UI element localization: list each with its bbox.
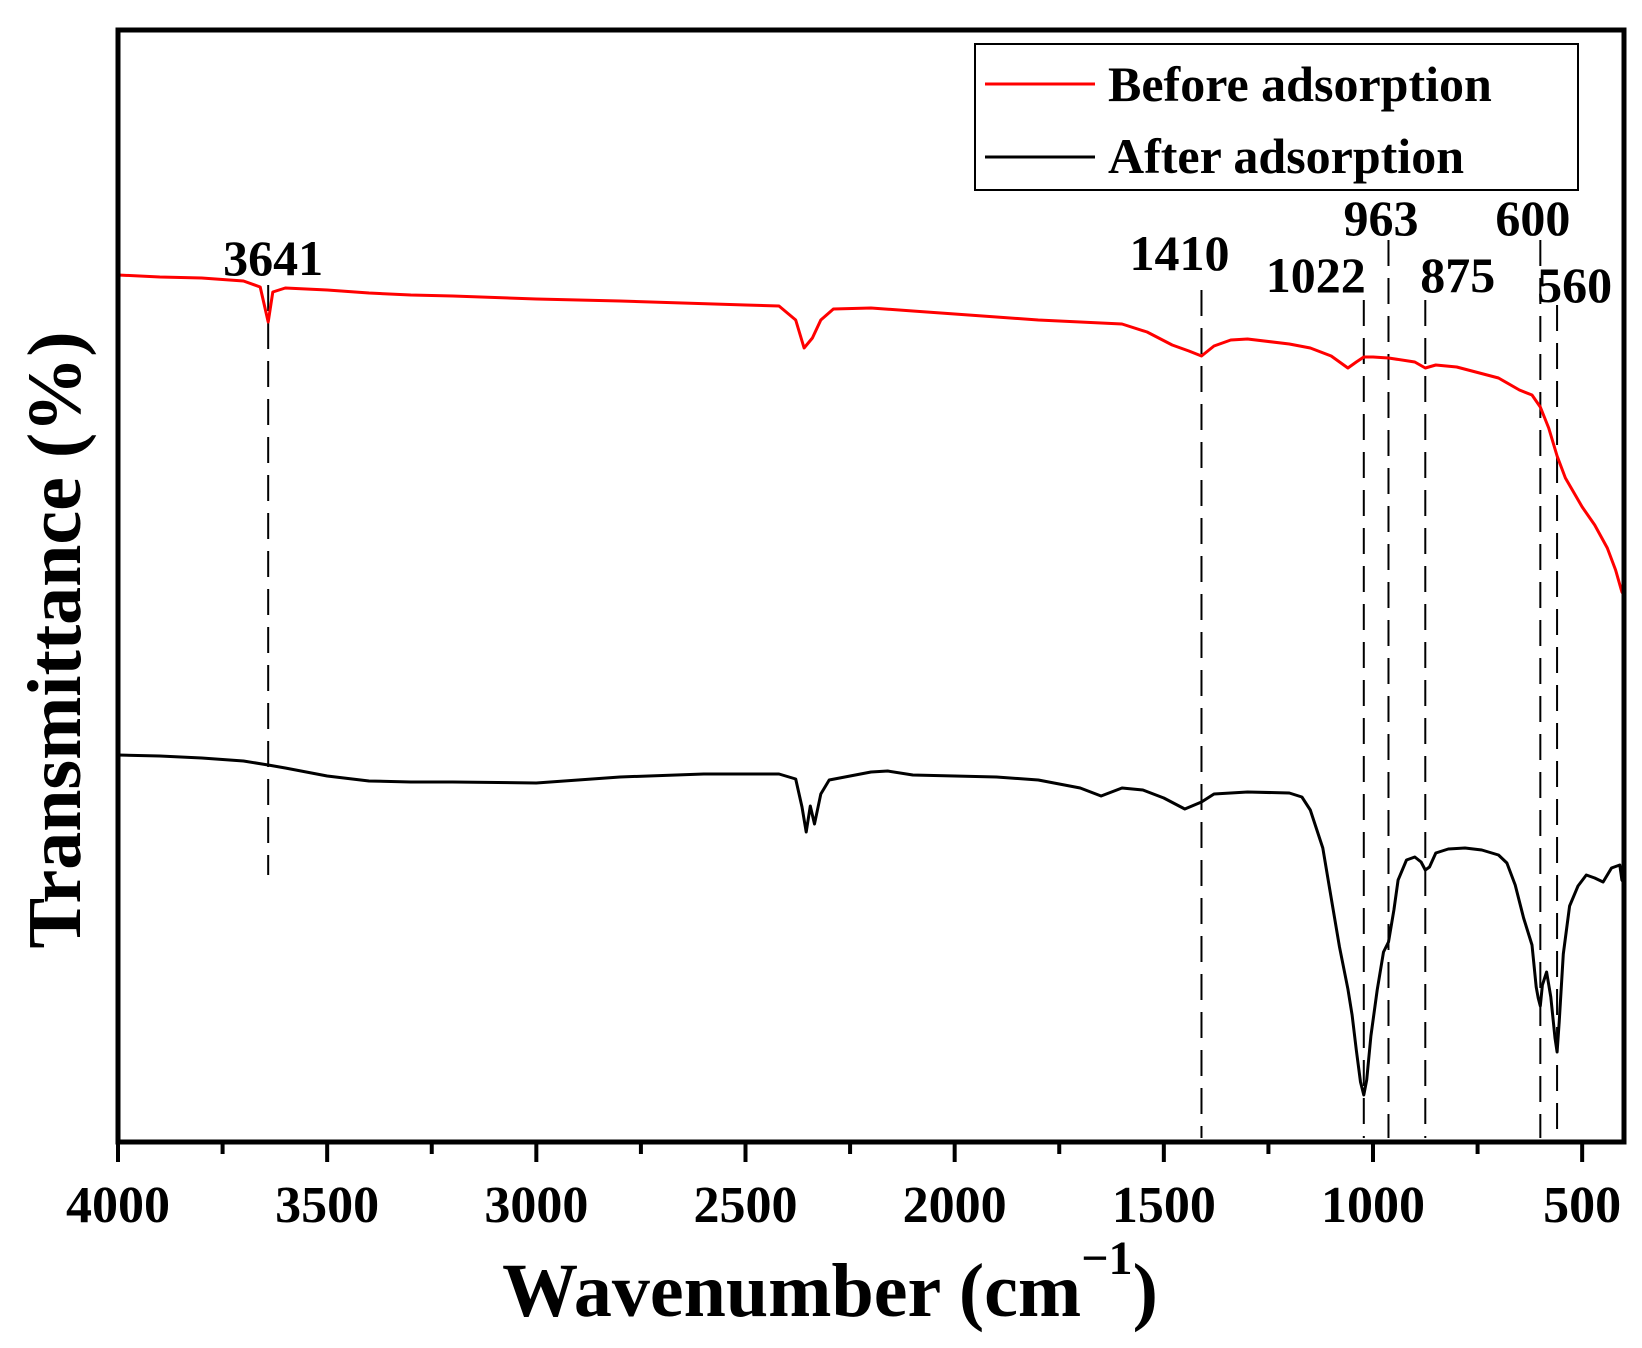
peak-label-3641: 3641: [223, 230, 323, 286]
x-tick-label-4000: 4000: [66, 1177, 170, 1234]
peak-label-1410: 1410: [1129, 225, 1229, 281]
legend: Before adsorption After adsorption: [974, 43, 1579, 191]
peak-label-600: 600: [1495, 190, 1570, 246]
peak-guide-lines: [267, 240, 1559, 1138]
legend-label-before: Before adsorption: [1108, 56, 1492, 112]
plot-frame: [115, 27, 1627, 1145]
x-tick-label-3500: 3500: [275, 1177, 379, 1234]
series-lines: [117, 273, 1626, 1097]
series-line-before-adsorption: [117, 273, 1626, 596]
x-tick-label-500: 500: [1543, 1177, 1621, 1234]
legend-label-after: After adsorption: [1108, 128, 1464, 184]
x-tick-label-3000: 3000: [484, 1177, 588, 1234]
x-tick-label-1500: 1500: [1112, 1177, 1216, 1234]
peak-label-560: 560: [1537, 257, 1612, 313]
x-tick-label-2000: 2000: [903, 1177, 1007, 1234]
y-axis-title: Transmittance (%): [13, 331, 97, 948]
x-axis-ticks: 4000 3500 3000 2500 2000 1500 1000 500: [66, 1142, 1621, 1234]
peak-label-875: 875: [1420, 247, 1495, 303]
peak-label-1022: 1022: [1266, 247, 1366, 303]
x-tick-label-2500: 2500: [694, 1177, 798, 1234]
x-tick-label-1000: 1000: [1321, 1177, 1425, 1234]
x-axis-title: Wavenumber (cm−1): [502, 1232, 1158, 1333]
series-line-after-adsorption: [117, 753, 1626, 1097]
peak-label-963: 963: [1343, 190, 1418, 246]
legend-box: [974, 43, 1579, 191]
